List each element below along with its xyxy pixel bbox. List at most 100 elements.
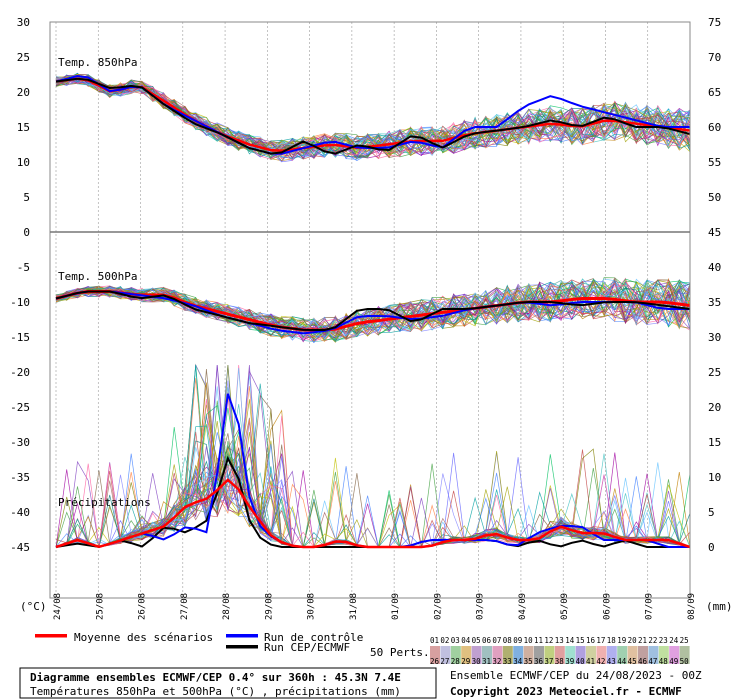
legend-perts-label: 50 Perts. (370, 646, 430, 659)
member-swatch (450, 655, 461, 664)
member-label: 31 (482, 657, 491, 666)
left-tick-label: 5 (23, 191, 30, 204)
member-label: 48 (659, 657, 669, 666)
right-tick-label: 30 (708, 331, 721, 344)
member-swatch (534, 655, 544, 664)
mean-line-precip (55, 478, 691, 549)
member-swatch (482, 646, 492, 655)
x-tick-label: 04/09 (518, 593, 528, 620)
x-tick-label: 30/08 (307, 593, 317, 620)
member-label: 42 (596, 657, 605, 666)
left-tick-label: 10 (17, 156, 30, 169)
panel-label-850: Temp. 850hPa (58, 56, 137, 69)
member-label: 09 (513, 636, 522, 645)
member-label: 12 (544, 636, 553, 645)
member-swatch (658, 655, 669, 664)
member-label: 19 (617, 636, 626, 645)
footer-box (19, 667, 437, 699)
member-label: 23 (659, 636, 668, 645)
member-label: 39 (565, 657, 574, 666)
cep-line-500 (55, 290, 691, 331)
member-swatch (534, 646, 544, 655)
member-line-500 (55, 282, 691, 340)
member-label: 38 (555, 657, 565, 666)
left-tick-label: 25 (17, 51, 30, 64)
right-tick-label: 35 (708, 296, 721, 309)
member-label: 28 (451, 657, 461, 666)
member-swatch (544, 655, 555, 664)
member-line-500 (55, 279, 691, 339)
ensemble-members (55, 72, 691, 548)
x-tick-label: 05/09 (560, 593, 570, 620)
right-tick-label: 50 (708, 191, 721, 204)
member-label: 20 (628, 636, 638, 645)
x-tick-label: 28/08 (222, 593, 232, 620)
member-swatch (544, 646, 555, 655)
member-label: 40 (576, 657, 586, 666)
member-swatch (565, 655, 576, 664)
member-swatch (617, 646, 628, 655)
x-tick-label: 03/09 (476, 593, 486, 620)
member-label: 13 (555, 636, 564, 645)
member-label: 14 (565, 636, 575, 645)
left-tick-label: -20 (10, 366, 30, 379)
member-label: 02 (440, 636, 449, 645)
member-label: 47 (648, 657, 657, 666)
member-line-850 (55, 79, 691, 159)
member-label: 32 (492, 657, 501, 666)
right-tick-label: 40 (708, 261, 721, 274)
member-label: 35 (524, 657, 533, 666)
plot-frame (49, 21, 691, 599)
member-swatch (648, 655, 659, 664)
left-tick-label: 30 (17, 16, 30, 29)
left-tick-label: -25 (10, 401, 30, 414)
legend-label-mean: Moyenne des scénarios (74, 631, 213, 644)
main-series (55, 74, 691, 549)
right-tick-label: 70 (708, 51, 721, 64)
member-swatch (430, 646, 440, 655)
x-tick-label: 27/08 (180, 593, 190, 620)
left-tick-label: -15 (10, 331, 30, 344)
member-label: 27 (440, 657, 449, 666)
member-swatch (627, 646, 638, 655)
member-label: 33 (503, 657, 512, 666)
member-swatch (554, 655, 565, 664)
right-tick-label: 20 (708, 401, 721, 414)
right-tick-label: 10 (708, 471, 721, 484)
left-tick-label: -5 (17, 261, 30, 274)
panel-label-500: Temp. 500hPa (58, 270, 137, 283)
member-swatch (440, 655, 451, 664)
x-tick-label: 29/08 (264, 593, 274, 620)
left-unit-label: (°C) (20, 600, 47, 613)
member-label: 49 (669, 657, 678, 666)
member-label: 11 (534, 636, 543, 645)
member-swatch (648, 646, 659, 655)
member-label: 03 (451, 636, 460, 645)
right-tick-label: 25 (708, 366, 721, 379)
member-swatch (638, 655, 648, 664)
member-swatch (575, 646, 586, 655)
footer-title: Diagramme ensembles ECMWF/CEP 0.4° sur 3… (30, 671, 401, 684)
member-line-850 (55, 79, 691, 161)
member-swatch (471, 655, 482, 664)
member-swatch (596, 655, 607, 664)
left-tick-label: -45 (10, 541, 30, 554)
right-unit-label: (mm) (706, 600, 733, 613)
member-label: 06 (482, 636, 492, 645)
x-tick-label: 08/09 (687, 593, 697, 620)
member-swatch (679, 655, 690, 664)
member-swatch (513, 646, 524, 655)
member-swatch (461, 655, 472, 664)
right-tick-label: 55 (708, 156, 721, 169)
legend: Moyenne des scénarios Run de contrôle Ru… (35, 631, 690, 666)
x-tick-label: 01/09 (391, 593, 401, 620)
member-label: 37 (544, 657, 553, 666)
member-swatch (482, 655, 492, 664)
x-tick-label: 25/08 (95, 593, 105, 620)
member-swatch (430, 655, 440, 664)
control-line-500 (55, 290, 690, 335)
left-tick-label: -40 (10, 506, 30, 519)
left-tick-label: 0 (23, 226, 30, 239)
member-swatch (523, 655, 534, 664)
